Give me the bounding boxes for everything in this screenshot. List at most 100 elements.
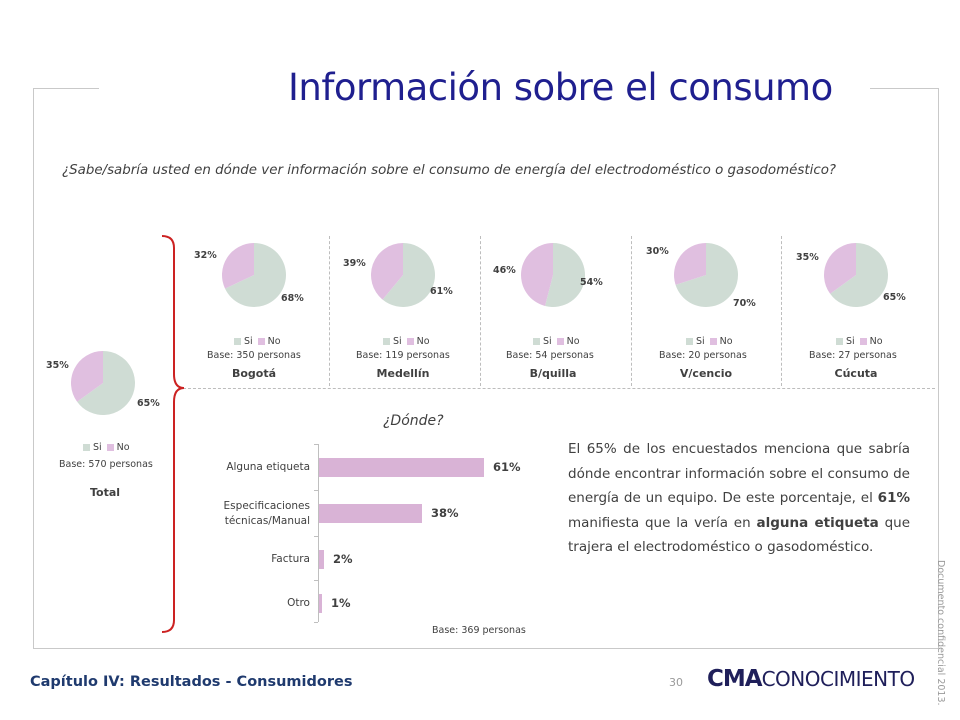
legend-si-swatch [686,338,693,345]
page-title: Información sobre el consumo [288,66,833,109]
bar-category-label: Otro [287,597,310,609]
legend-si-swatch [234,338,241,345]
pie-si-pct: 54% [580,277,603,288]
legend-si-label: Si [846,336,855,347]
summary-paragraph: El 65% de los encuestados menciona que s… [568,437,910,560]
pie-chart-3 [521,243,585,307]
bar-axis-tick [314,580,318,581]
pie-slice-si [830,243,888,307]
pie-legend: Si No [83,442,130,453]
cma-logo: CMACONOCIMIENTO [707,666,915,692]
legend-no-swatch [257,338,265,345]
bar-category-label: Especificaciones técnicas/Manual [223,500,310,527]
bar-value-label: 1% [331,596,351,610]
pie-city-label: B/quilla [529,367,577,380]
confidential-note: Documento confidencial 2013. [935,560,946,706]
legend-no-swatch [709,338,717,345]
pie-slice-si [77,351,135,415]
pie-slice-no [71,351,103,402]
pie-city-label: V/cencio [679,367,733,380]
separator-1 [329,236,330,386]
summary-text-3: que trajera el electrodoméstico o gasodo… [568,514,911,556]
legend-no-label: No [719,336,733,347]
legend-no-swatch [556,338,564,345]
pie-city-label: Total [89,486,121,499]
bar-axis [318,444,319,622]
logo-cma: CMA [707,666,763,692]
legend-si-swatch [533,338,540,345]
bar-value-label: 2% [333,552,353,566]
pie-chart-5 [824,243,888,307]
pie-base: Base: 570 personas [59,459,153,470]
summary-text-2: manifiesta que la vería en [568,514,757,531]
donde-title: ¿Dónde? [383,413,444,429]
pie-slice-no [674,243,706,285]
separator-3 [631,236,632,386]
bar-axis-tick [314,622,318,623]
summary-bold-2: alguna etiqueta [756,514,879,531]
legend-no-swatch [406,338,414,345]
pie-legend: Si No [234,336,281,347]
pie-base: Base: 119 personas [356,350,450,361]
survey-question: ¿Sabe/sabría usted en dónde ver informac… [62,163,837,178]
bar-value-bar [319,504,422,523]
pie-slice-si [382,243,435,307]
separator-4 [781,236,782,386]
frame-right-line [938,88,939,649]
legend-si-label: Si [244,336,253,347]
pie-no-pct: 35% [796,252,819,263]
legend-no-label: No [566,336,580,347]
bracket-icon [161,235,185,633]
pie-slice-no [371,243,403,300]
pie-si-pct: 61% [430,286,453,297]
page-number: 30 [669,676,683,689]
pie-si-pct: 65% [883,292,906,303]
pie-slice-no [824,243,856,294]
pie-no-pct: 32% [194,250,217,261]
pie-legend: Si No [836,336,883,347]
horizontal-separator [178,388,935,389]
pie-si-pct: 70% [733,298,756,309]
pie-slice-no [222,243,254,289]
legend-si-label: Si [393,336,402,347]
frame-top-line-right [870,88,939,89]
summary-bold-1: 61% [877,490,910,506]
pie-base: Base: 350 personas [207,350,301,361]
pie-chart-0 [71,351,135,415]
pie-city-label: Bogotá [231,367,277,380]
pie-legend: Si No [533,336,580,347]
pie-base: Base: 27 personas [809,350,897,361]
pie-slice-si [675,243,738,307]
pie-base: Base: 54 personas [506,350,594,361]
legend-no-label: No [267,336,281,347]
frame-bottom-line [33,648,938,649]
bar-category-label: Alguna etiqueta [226,461,310,473]
separator-2 [480,236,481,386]
bar-value-bar [319,550,324,569]
legend-no-swatch [106,444,114,451]
pie-city-label: Cúcuta [834,367,878,380]
bar-axis-tick [314,536,318,537]
pie-chart-2 [371,243,435,307]
pie-base: Base: 20 personas [659,350,747,361]
logo-conocimiento: CONOCIMIENTO [761,667,915,691]
pie-slice-no [521,243,553,306]
pie-no-pct: 39% [343,258,366,269]
pie-si-pct: 65% [137,398,160,409]
legend-si-swatch [83,444,90,451]
legend-si-swatch [836,338,843,345]
bar-category-label: Factura [271,553,310,565]
legend-no-label: No [869,336,883,347]
chapter-footer: Capítulo IV: Resultados - Consumidores [30,674,353,690]
frame-left-line [33,88,34,648]
pie-legend: Si No [383,336,430,347]
legend-si-swatch [383,338,390,345]
frame-top-line-left [33,88,99,89]
pie-slice-si [545,243,585,307]
summary-text-1: El 65% de los encuestados menciona que s… [568,441,910,506]
bar-value-label: 61% [493,460,521,474]
pie-no-pct: 30% [646,246,669,257]
pie-chart-1 [222,243,286,307]
bar-chart-base: Base: 369 personas [432,625,526,636]
legend-no-label: No [116,442,130,453]
